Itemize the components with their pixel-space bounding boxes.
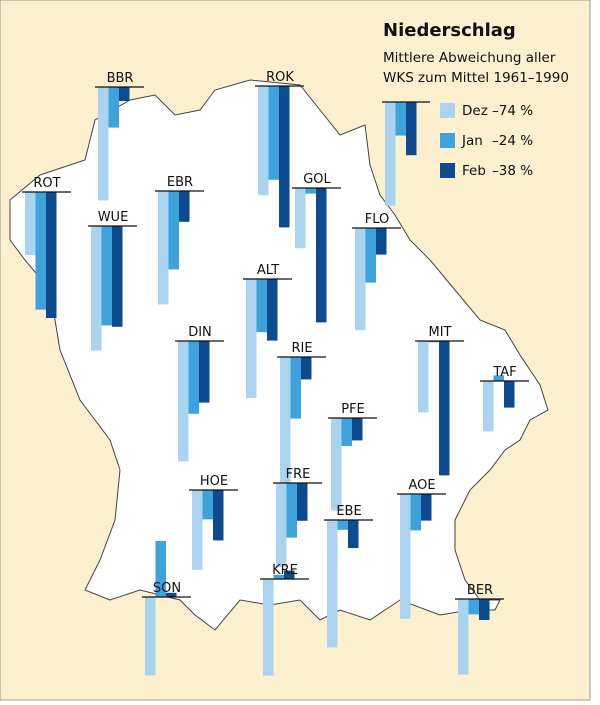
station-label: TAF — [492, 365, 516, 380]
station-label: KRE — [272, 563, 298, 578]
bar — [268, 86, 279, 180]
subtitle: WKS zum Mittel 1961–1990 — [383, 70, 569, 86]
bar — [46, 192, 57, 318]
bar — [483, 381, 494, 432]
bar — [400, 494, 411, 619]
station-label: HOE — [200, 474, 228, 489]
station-label: EBE — [336, 504, 361, 519]
bar — [168, 191, 179, 270]
bar — [119, 87, 130, 101]
station-label: MIT — [429, 325, 452, 340]
bar — [468, 599, 479, 615]
bar — [25, 192, 36, 255]
station-label: PFE — [341, 402, 365, 417]
bar — [337, 520, 348, 530]
bar — [286, 483, 297, 538]
bar — [91, 226, 102, 351]
bar — [199, 341, 210, 403]
bar — [479, 599, 490, 620]
bar — [352, 418, 363, 441]
bar — [301, 357, 312, 380]
bar — [418, 341, 429, 413]
bar — [410, 494, 421, 531]
bar — [98, 87, 109, 201]
station-label: DIN — [188, 325, 212, 340]
bar — [101, 226, 112, 326]
bar — [355, 228, 366, 331]
bar — [395, 102, 406, 136]
bar — [202, 490, 213, 520]
bar — [316, 188, 327, 323]
bar — [263, 579, 274, 676]
bar — [158, 191, 169, 305]
bar — [188, 341, 199, 414]
station-label: WUE — [98, 210, 129, 225]
legend-value: –24 % — [492, 133, 533, 149]
legend-swatch — [440, 133, 455, 148]
station-label: RIE — [291, 341, 312, 356]
bar — [267, 279, 278, 341]
station-label: BER — [467, 583, 493, 598]
station-label: BBR — [107, 71, 134, 86]
bar — [348, 520, 359, 548]
bar — [112, 226, 123, 327]
legend-label: Jan — [461, 133, 483, 149]
bar — [192, 490, 203, 570]
station-label: GOL — [303, 172, 331, 187]
bar — [213, 490, 224, 541]
bar — [258, 86, 269, 196]
bar — [365, 228, 376, 283]
bar — [428, 341, 439, 343]
bar — [406, 102, 417, 156]
bar — [155, 541, 166, 597]
bar — [145, 597, 156, 676]
legend-swatch — [440, 103, 455, 118]
bar — [504, 381, 515, 408]
legend-label: Dez — [462, 103, 488, 119]
station-label: EBR — [167, 175, 193, 190]
bar — [280, 357, 291, 485]
bar — [327, 520, 338, 648]
bar — [305, 188, 316, 194]
station-label: FLO — [365, 212, 390, 227]
bar — [108, 87, 119, 128]
bar — [284, 570, 295, 579]
station-label: AOE — [408, 478, 435, 493]
subtitle: Mittlere Abweichung aller — [383, 50, 556, 66]
bar — [246, 279, 257, 398]
bar — [256, 279, 267, 333]
bar — [439, 341, 450, 476]
legend-label: Feb — [462, 163, 486, 179]
bar — [385, 102, 396, 206]
station-label: ROK — [266, 70, 294, 85]
bar — [273, 574, 284, 579]
bar — [341, 418, 352, 446]
legend-swatch — [440, 163, 455, 178]
bar — [376, 228, 387, 255]
station-label: ALT — [257, 263, 279, 278]
station-label: ROT — [33, 176, 60, 191]
station-label: FRE — [286, 467, 311, 482]
bar — [179, 191, 190, 222]
bar — [178, 341, 189, 462]
bar — [290, 357, 301, 419]
bar — [458, 599, 469, 675]
bar — [295, 188, 306, 249]
bar — [276, 483, 287, 567]
legend-value: –38 % — [492, 163, 533, 179]
bar — [279, 86, 290, 228]
bar — [421, 494, 432, 521]
bar — [297, 483, 308, 521]
bar — [493, 375, 504, 381]
bar — [166, 592, 177, 597]
title: Niederschlag — [383, 20, 516, 41]
bar — [331, 418, 342, 511]
region-outline — [9, 79, 549, 631]
legend-value: –74 % — [492, 103, 533, 119]
bar — [35, 192, 46, 310]
station-label: SON — [153, 581, 181, 596]
